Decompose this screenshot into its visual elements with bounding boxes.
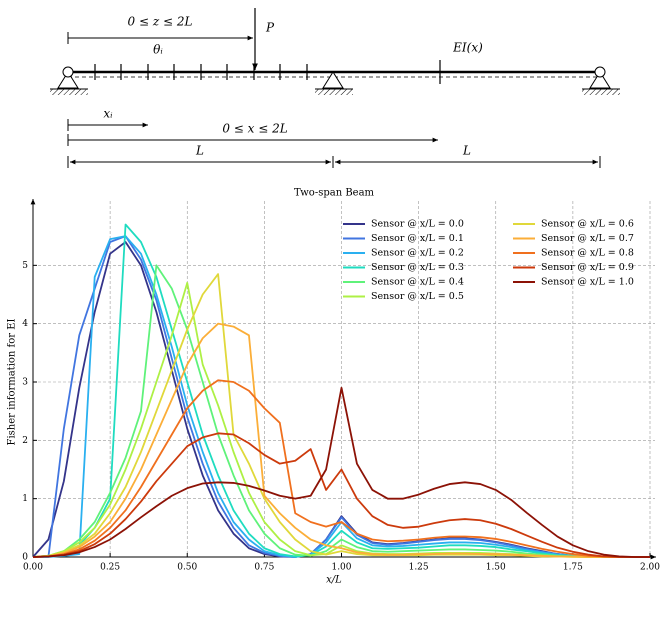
y-tick-label: 3: [22, 378, 28, 388]
y-tick-label: 1: [22, 494, 28, 504]
legend-label: Sensor @ x/L = 0.9: [541, 262, 634, 273]
data-line: [32, 432, 650, 558]
sensor-position-label: xᵢ: [103, 107, 113, 121]
x-tick-label: 0.00: [23, 563, 43, 573]
span-label: L: [462, 144, 471, 158]
data-line: [32, 264, 650, 558]
data-line: [32, 223, 650, 558]
legend: Sensor @ x/L = 0.0 Sensor @ x/L = 0.1 Sens…: [343, 219, 634, 302]
data-line: [32, 322, 650, 558]
position-range: 0 ≤ x ≤ 2L: [222, 122, 287, 136]
legend-label: Sensor @ x/L = 0.8: [541, 248, 634, 259]
y-tick-label: 2: [22, 436, 28, 446]
rotation-label: θᵢ: [153, 43, 163, 57]
x-tick-label: 1.75: [563, 563, 583, 573]
span-label: L: [195, 144, 204, 158]
sensor-ticks: [94, 60, 441, 84]
x-tick-label: 1.00: [331, 563, 351, 573]
data-line: [32, 379, 650, 558]
legend-label: Sensor @ x/L = 0.0: [371, 219, 464, 230]
legend-label: Sensor @ x/L = 0.4: [371, 277, 464, 288]
x-tick-label: 2.00: [640, 563, 660, 573]
y-axis-label: Fisher information for EI: [7, 318, 18, 445]
legend-label: Sensor @ x/L = 0.2: [371, 248, 464, 259]
x-tick-label: 0.50: [177, 563, 197, 573]
y-tick-label: 4: [22, 319, 28, 329]
legend-label: Sensor @ x/L = 0.6: [541, 219, 634, 230]
supports: [50, 66, 620, 95]
plot-area: 0.00 0.25 0.50 0.75 1.00 1.25 1.50 1.75 2.00 0 1 2 3…: [22, 199, 660, 573]
legend-label: Sensor @ x/L = 0.3: [371, 262, 464, 273]
x-tick-label: 1.25: [409, 563, 429, 573]
load-range: 0 ≤ z ≤ 2L: [128, 15, 193, 29]
x-tick-label: 1.50: [486, 563, 506, 573]
load-label: P: [265, 21, 275, 35]
x-tick-label: 0.25: [100, 563, 120, 573]
x-axis-label: x/L: [326, 575, 342, 586]
y-tick-label: 5: [22, 261, 28, 271]
stiffness-label: EI(x): [452, 41, 483, 55]
x-tick-label: 0.75: [254, 563, 274, 573]
beam-diagram: 0 ≤ z ≤ 2L P θᵢ EI(x) xᵢ 0 ≤ x ≤ 2L L L: [50, 8, 620, 168]
legend-label: Sensor @ x/L = 0.5: [371, 291, 464, 302]
data-line: [32, 386, 650, 558]
y-tick-label: 0: [22, 553, 28, 563]
legend-label: Sensor @ x/L = 0.1: [371, 233, 464, 244]
chart-title: Two-span Beam: [294, 188, 375, 199]
legend-label: Sensor @ x/L = 0.7: [541, 233, 634, 244]
legend-label: Sensor @ x/L = 1.0: [541, 277, 634, 288]
dimension-lines: [67, 32, 601, 168]
